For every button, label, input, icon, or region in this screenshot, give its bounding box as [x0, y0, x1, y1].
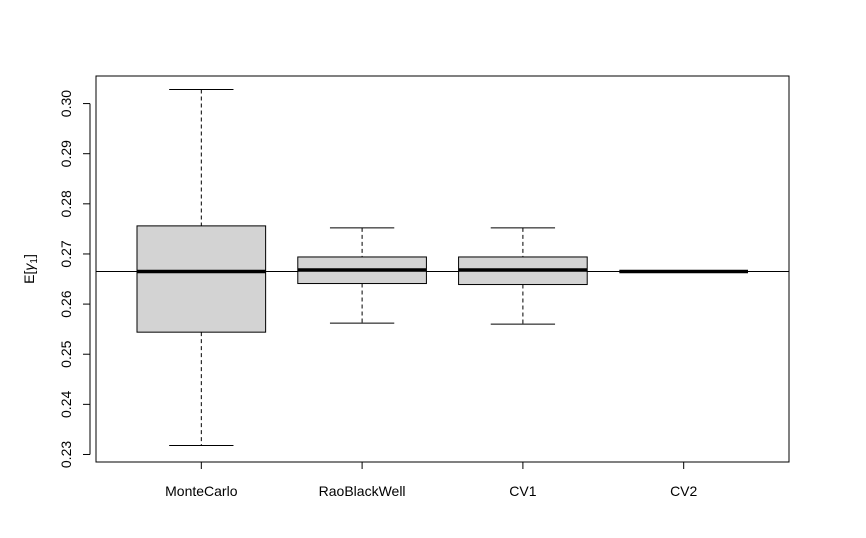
x-tick-label: CV1: [509, 483, 536, 499]
y-axis-title-close: ]: [21, 254, 37, 258]
x-axis: MonteCarlo RaoBlackWell CV1 CV2: [165, 461, 698, 499]
box-cv1: [458, 227, 588, 325]
y-tick-label: 0.27: [58, 240, 74, 267]
y-axis-title-main: E[: [21, 271, 37, 284]
box-montecarlo: [136, 89, 267, 446]
y-tick-label: 0.29: [58, 140, 74, 167]
y-tick-label: 0.25: [58, 340, 74, 367]
y-tick-label: 0.23: [58, 441, 74, 468]
x-tick-label: CV2: [670, 483, 697, 499]
box-raoblackwell: [297, 227, 427, 324]
y-tick-label: 0.30: [58, 90, 74, 117]
x-tick-label: RaoBlackWell: [319, 483, 406, 499]
y-axis: 0.23 0.24 0.25 0.26 0.27 0.28 0.29 0.30: [58, 90, 91, 468]
y-tick-label: 0.28: [58, 190, 74, 217]
y-tick-label: 0.24: [58, 391, 74, 418]
x-tick-label: MonteCarlo: [165, 483, 238, 499]
box-group: [136, 89, 749, 446]
y-axis-title-subscript: 1: [29, 258, 40, 264]
box-iqr: [136, 225, 267, 333]
y-tick-label: 0.26: [58, 290, 74, 317]
y-axis-title-symbol: γ: [21, 263, 37, 271]
y-axis-title: E[γ1]: [21, 254, 40, 284]
